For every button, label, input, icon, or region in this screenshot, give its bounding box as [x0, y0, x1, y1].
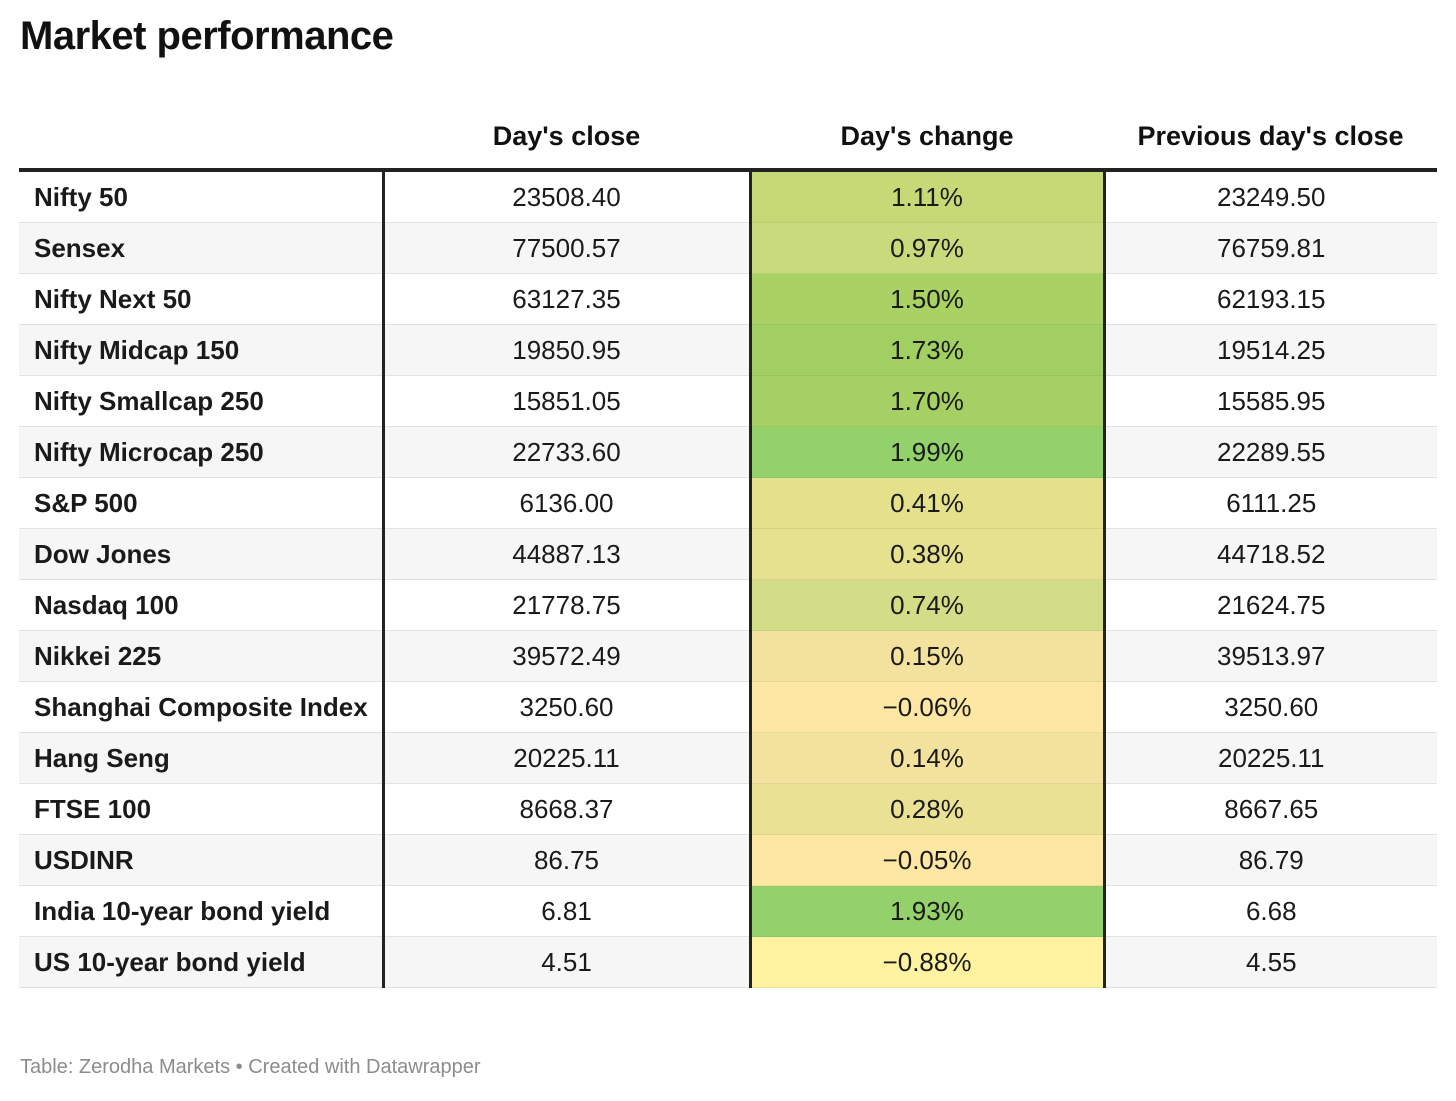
cell-days-change: 1.70% — [748, 375, 1106, 427]
table-row: Hang Seng 20225.11 0.14% 20225.11 — [19, 732, 1437, 784]
cell-name: S&P 500 — [19, 477, 385, 529]
cell-days-change: 1.99% — [748, 426, 1106, 478]
header-previous-close: Previous day's close — [1104, 104, 1437, 172]
cell-name: FTSE 100 — [19, 783, 385, 835]
cell-name: Shanghai Composite Index — [19, 681, 385, 733]
cell-days-change: 1.11% — [748, 170, 1106, 223]
cell-days-close: 63127.35 — [383, 273, 750, 325]
header-name — [19, 104, 383, 172]
cell-previous-close: 21624.75 — [1104, 579, 1437, 631]
cell-name: Nifty Microcap 250 — [19, 426, 385, 478]
cell-previous-close: 20225.11 — [1104, 732, 1437, 784]
cell-previous-close: 8667.65 — [1104, 783, 1437, 835]
table-title: Market performance — [20, 14, 394, 58]
cell-days-close: 15851.05 — [383, 375, 750, 427]
cell-days-change: 0.41% — [748, 477, 1106, 529]
header-days-change: Day's change — [750, 104, 1104, 172]
cell-previous-close: 76759.81 — [1104, 222, 1437, 274]
table-row: Shanghai Composite Index 3250.60 −0.06% 325… — [19, 681, 1437, 733]
cell-days-close: 8668.37 — [383, 783, 750, 835]
table-row: S&P 500 6136.00 0.41% 6111.25 — [19, 477, 1437, 529]
cell-days-close: 22733.60 — [383, 426, 750, 478]
cell-name: Nifty Next 50 — [19, 273, 385, 325]
cell-days-close: 21778.75 — [383, 579, 750, 631]
cell-days-close: 20225.11 — [383, 732, 750, 784]
table-row: Nifty Smallcap 250 15851.05 1.70% 15585.95 — [19, 375, 1437, 427]
market-performance-table: Day's close Day's change Previous day's … — [19, 104, 1437, 988]
cell-days-close: 19850.95 — [383, 324, 750, 376]
cell-name: Sensex — [19, 222, 385, 274]
table-footer: Table: Zerodha Markets • Created with Da… — [20, 1056, 481, 1078]
table-body: Nifty 50 23508.40 1.11% 23249.50 Sensex 77500… — [19, 170, 1437, 988]
cell-days-close: 3250.60 — [383, 681, 750, 733]
cell-previous-close: 6111.25 — [1104, 477, 1437, 529]
cell-name: Hang Seng — [19, 732, 385, 784]
table-row: USDINR 86.75 −0.05% 86.79 — [19, 834, 1437, 886]
cell-previous-close: 44718.52 — [1104, 528, 1437, 580]
header-row: Day's close Day's change Previous day's … — [19, 104, 1437, 172]
cell-days-close: 77500.57 — [383, 222, 750, 274]
table-row: Dow Jones 44887.13 0.38% 44718.52 — [19, 528, 1437, 580]
cell-days-change: −0.88% — [748, 936, 1106, 988]
cell-previous-close: 86.79 — [1104, 834, 1437, 886]
table-row: US 10-year bond yield 4.51 −0.88% 4.55 — [19, 936, 1437, 988]
cell-days-close: 6.81 — [383, 885, 750, 937]
table-row: India 10-year bond yield 6.81 1.93% 6.68 — [19, 885, 1437, 937]
cell-previous-close: 19514.25 — [1104, 324, 1437, 376]
cell-name: Dow Jones — [19, 528, 385, 580]
cell-days-change: 0.74% — [748, 579, 1106, 631]
cell-previous-close: 39513.97 — [1104, 630, 1437, 682]
cell-previous-close: 22289.55 — [1104, 426, 1437, 478]
cell-name: Nikkei 225 — [19, 630, 385, 682]
cell-previous-close: 62193.15 — [1104, 273, 1437, 325]
cell-days-change: 0.38% — [748, 528, 1106, 580]
cell-name: Nifty 50 — [19, 170, 385, 223]
table-row: Nifty Midcap 150 19850.95 1.73% 19514.25 — [19, 324, 1437, 376]
cell-days-change: 0.15% — [748, 630, 1106, 682]
cell-days-change: 0.97% — [748, 222, 1106, 274]
cell-name: India 10-year bond yield — [19, 885, 385, 937]
cell-days-close: 4.51 — [383, 936, 750, 988]
cell-name: US 10-year bond yield — [19, 936, 385, 988]
cell-days-change: 1.93% — [748, 885, 1106, 937]
cell-days-close: 86.75 — [383, 834, 750, 886]
table-row: Nasdaq 100 21778.75 0.74% 21624.75 — [19, 579, 1437, 631]
cell-name: Nifty Midcap 150 — [19, 324, 385, 376]
cell-previous-close: 4.55 — [1104, 936, 1437, 988]
cell-days-change: 0.28% — [748, 783, 1106, 835]
cell-days-change: −0.05% — [748, 834, 1106, 886]
cell-name: Nifty Smallcap 250 — [19, 375, 385, 427]
cell-days-change: −0.06% — [748, 681, 1106, 733]
cell-days-change: 1.50% — [748, 273, 1106, 325]
table-row: Nifty Microcap 250 22733.60 1.99% 22289.55 — [19, 426, 1437, 478]
cell-days-change: 1.73% — [748, 324, 1106, 376]
cell-previous-close: 23249.50 — [1104, 170, 1437, 223]
header-days-close: Day's close — [383, 104, 750, 172]
cell-days-close: 6136.00 — [383, 477, 750, 529]
cell-days-close: 23508.40 — [383, 170, 750, 223]
cell-previous-close: 3250.60 — [1104, 681, 1437, 733]
cell-previous-close: 6.68 — [1104, 885, 1437, 937]
table-row: Nifty Next 50 63127.35 1.50% 62193.15 — [19, 273, 1437, 325]
cell-name: Nasdaq 100 — [19, 579, 385, 631]
cell-previous-close: 15585.95 — [1104, 375, 1437, 427]
table-row: Nifty 50 23508.40 1.11% 23249.50 — [19, 170, 1437, 223]
cell-days-close: 44887.13 — [383, 528, 750, 580]
cell-name: USDINR — [19, 834, 385, 886]
table-row: FTSE 100 8668.37 0.28% 8667.65 — [19, 783, 1437, 835]
table-row: Nikkei 225 39572.49 0.15% 39513.97 — [19, 630, 1437, 682]
cell-days-close: 39572.49 — [383, 630, 750, 682]
cell-days-change: 0.14% — [748, 732, 1106, 784]
table-row: Sensex 77500.57 0.97% 76759.81 — [19, 222, 1437, 274]
